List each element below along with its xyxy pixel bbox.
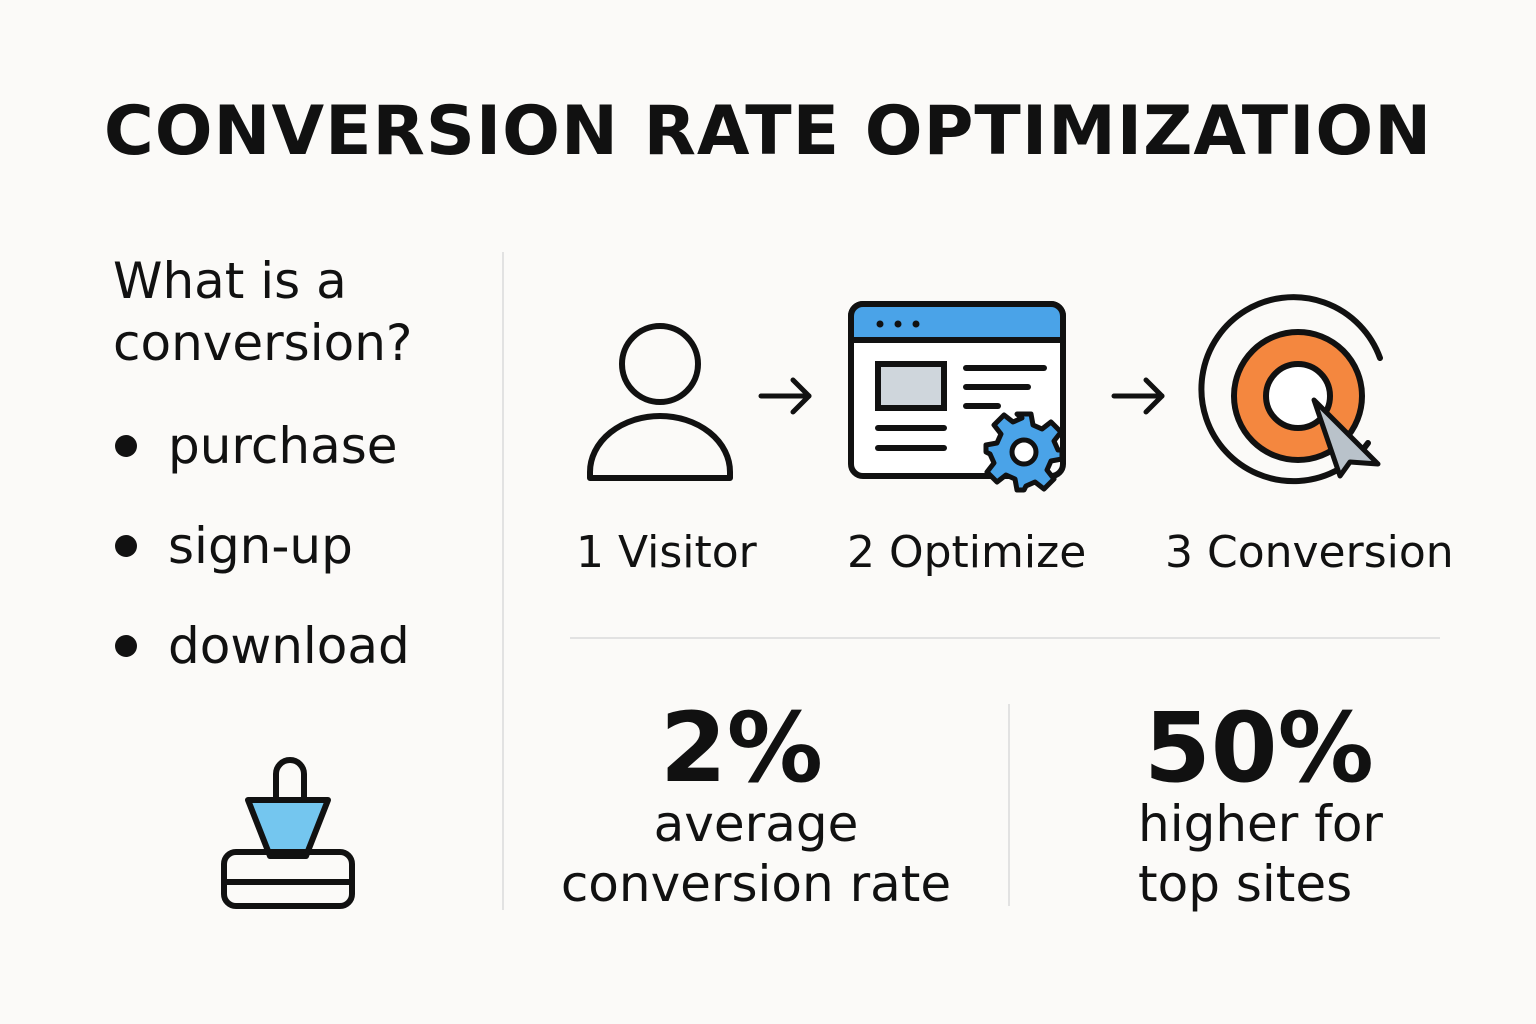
target-cursor-icon: [1198, 294, 1383, 485]
stat-text-line: conversion rate: [560, 855, 952, 913]
arrow-right-icon: [758, 377, 812, 415]
user-icon: [587, 323, 733, 481]
step-label-visitor: 1 Visitor: [576, 527, 757, 578]
list-item: sign-up: [113, 514, 410, 614]
shopping-basket-icon: [221, 757, 355, 909]
list-item: purchase: [113, 414, 410, 514]
stat-text-top-sites: higher for top sites: [1138, 794, 1458, 914]
list-item-label: purchase: [168, 417, 398, 475]
stat-text-average: average conversion rate: [556, 794, 956, 914]
stat-text-line: top sites: [1138, 855, 1353, 913]
list-item: download: [113, 614, 410, 714]
browser-settings-icon: [848, 301, 1066, 493]
page-title: CONVERSION RATE OPTIMIZATION: [103, 92, 1433, 171]
bullet-dot-icon: [115, 635, 137, 657]
stat-value-top-sites: 50%: [1144, 692, 1374, 804]
vertical-divider: [502, 252, 504, 910]
step-label-optimize: 2 Optimize: [847, 527, 1087, 578]
list-item-label: download: [168, 617, 410, 675]
list-item-label: sign-up: [168, 517, 353, 575]
stat-value-average: 2%: [660, 692, 823, 804]
horizontal-divider: [570, 637, 1440, 639]
conversion-question: What is a conversion?: [113, 252, 413, 372]
stats-divider: [1008, 704, 1010, 906]
conversion-types-list: purchase sign-up download: [113, 414, 410, 714]
stat-text-line: higher for: [1138, 795, 1383, 853]
step-label-conversion: 3 Conversion: [1165, 527, 1454, 578]
bullet-dot-icon: [115, 435, 137, 457]
bullet-dot-icon: [115, 535, 137, 557]
stat-text-line: average: [653, 795, 859, 853]
arrow-right-icon: [1111, 377, 1165, 415]
